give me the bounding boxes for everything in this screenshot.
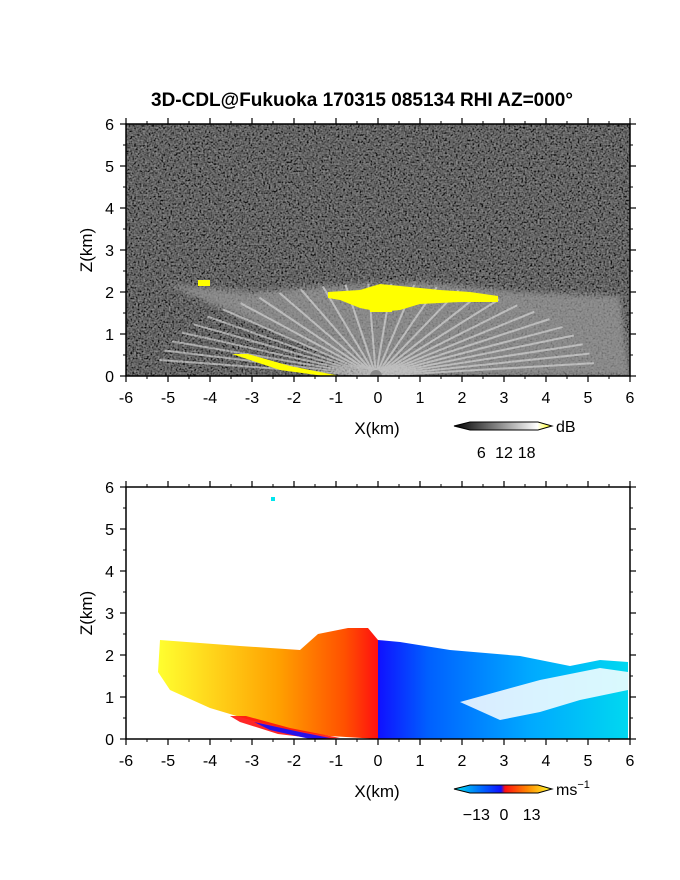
- velocity-x-tick-label: 0: [374, 753, 383, 770]
- velocity-x-tick-label: -6: [119, 753, 133, 770]
- backscatter-y-tick-label: 4: [105, 201, 114, 218]
- lidar-beam: [375, 318, 550, 376]
- backscatter-axes: -6 -5 -4 -3 -2 -1 0 1 2 3 4 5 6 0 1 2 3 4 5 6: [105, 117, 636, 407]
- aerosol-layer: [159, 282, 630, 376]
- backscatter-x-tick-label: -4: [203, 390, 217, 407]
- velocity-y-label: Z(km): [77, 591, 96, 635]
- velocity-x-tick-label: 2: [458, 753, 467, 770]
- backscatter-x-tick-label: -5: [161, 390, 175, 407]
- velocity-x-tick-label: 3: [500, 753, 509, 770]
- backscatter-x-tick-label: -1: [329, 390, 343, 407]
- backscatter-x-tick-label: 1: [416, 390, 425, 407]
- clear-air-gap: [460, 668, 628, 720]
- backscatter-y-tick-label: 3: [105, 243, 114, 260]
- velocity-y-tick-label: 0: [105, 732, 114, 749]
- figure-title: 3D-CDL@Fukuoka 170315 085134 RHI AZ=000°: [151, 90, 573, 111]
- velocity-colorbar-tick-label: −13: [463, 807, 490, 824]
- velocity-x-tick-label: -1: [329, 753, 343, 770]
- velocity-y-tick-label: 6: [105, 480, 114, 497]
- velocity-colorbar-tick-label: 0: [500, 807, 509, 824]
- backscatter-x-tick-label: 0: [374, 390, 383, 407]
- backscatter-x-tick-label: 6: [626, 390, 635, 407]
- velocity-x-tick-label: 5: [584, 753, 593, 770]
- ground-clutter-velocity: [230, 716, 340, 739]
- velocity-axes: -6 -5 -4 -3 -2 -1 0 1 2 3 4 5 6 0 1 2 3 4 5 6: [105, 480, 636, 770]
- receding-velocity-region: [158, 628, 378, 739]
- lidar-beam: [159, 358, 377, 376]
- backscatter-colorbar-unit: dB: [556, 419, 576, 436]
- lidar-beam: [240, 302, 377, 376]
- velocity-x-tick-label: -3: [245, 753, 259, 770]
- velocity-colorbar-tick-label: 13: [523, 807, 541, 824]
- lidar-beam: [193, 323, 377, 376]
- backscatter-y-tick-label: 0: [105, 369, 114, 386]
- backscatter-x-tick-label: 3: [500, 390, 509, 407]
- backscatter-x-tick-label: -6: [119, 390, 133, 407]
- backscatter-colorbar-tick-label: 18: [518, 445, 536, 462]
- backscatter-x-tick-label: 4: [542, 390, 551, 407]
- velocity-y-tick-label: 2: [105, 648, 114, 665]
- backscatter-x-tick-label: -2: [287, 390, 301, 407]
- lidar-beam: [222, 308, 377, 376]
- backscatter-y-tick-label: 5: [105, 159, 114, 176]
- ground-clutter-echo: [232, 354, 340, 376]
- velocity-colorbar-unit: ms−1: [556, 779, 590, 799]
- lidar-beam: [299, 288, 377, 376]
- backscatter-y-tick-label: 2: [105, 285, 114, 302]
- backscatter-x-tick-label: 5: [584, 390, 593, 407]
- backscatter-x-tick-label: 2: [458, 390, 467, 407]
- approaching-velocity-region: [378, 640, 628, 739]
- lidar-beam: [171, 340, 377, 376]
- velocity-panel: -6 -5 -4 -3 -2 -1 0 1 2 3 4 5 6 0 1 2 3 4 5 6 X(km) Z(km) m…: [77, 480, 636, 824]
- backscatter-x-tick-label: -3: [245, 390, 259, 407]
- velocity-y-tick-label: 3: [105, 606, 114, 623]
- ground-clutter-velocity-blue: [254, 722, 330, 739]
- lidar-beam: [375, 352, 590, 376]
- lidar-beam: [258, 296, 377, 376]
- lidar-beam: [375, 326, 563, 376]
- cloud-base-echo: [198, 280, 498, 312]
- velocity-x-tick-label: -4: [203, 753, 217, 770]
- velocity-colorbar: ms−1 −13 0 13: [453, 779, 590, 824]
- velocity-x-tick-label: -5: [161, 753, 175, 770]
- backscatter-y-label: Z(km): [77, 228, 96, 272]
- lidar-beam: [375, 362, 594, 376]
- backscatter-x-label: X(km): [354, 419, 399, 438]
- velocity-y-tick-label: 4: [105, 564, 114, 581]
- backscatter-y-tick-label: 6: [105, 117, 114, 134]
- lidar-beam: [181, 331, 377, 376]
- backscatter-y-tick-label: 1: [105, 327, 114, 344]
- backscatter-colorbar: dB 6 12 18: [453, 419, 576, 462]
- velocity-x-tick-label: -2: [287, 753, 301, 770]
- lidar-beam: [321, 285, 377, 376]
- lidar-site: [370, 370, 382, 376]
- velocity-colorbar-bar: [453, 784, 554, 794]
- lidar-beam: [375, 298, 500, 376]
- lidar-beam: [375, 310, 535, 376]
- backscatter-colorbar-bar: [453, 421, 554, 431]
- velocity-x-label: X(km): [354, 782, 399, 801]
- lidar-beam: [207, 315, 377, 376]
- lidar-beam: [375, 334, 574, 376]
- velocity-x-tick-label: 4: [542, 753, 551, 770]
- backscatter-colorbar-tick-label: 6: [477, 445, 486, 462]
- isolated-echo: [271, 497, 275, 501]
- velocity-y-tick-label: 5: [105, 522, 114, 539]
- backscatter-colorbar-tick-label: 12: [495, 445, 513, 462]
- lidar-beam: [375, 293, 480, 376]
- lidar-beam: [278, 292, 377, 376]
- lidar-beam: [375, 343, 583, 376]
- velocity-x-tick-label: 6: [626, 753, 635, 770]
- lidar-beam: [375, 304, 518, 376]
- velocity-y-tick-label: 1: [105, 690, 114, 707]
- lidar-beam: [375, 289, 460, 376]
- velocity-x-tick-label: 1: [416, 753, 425, 770]
